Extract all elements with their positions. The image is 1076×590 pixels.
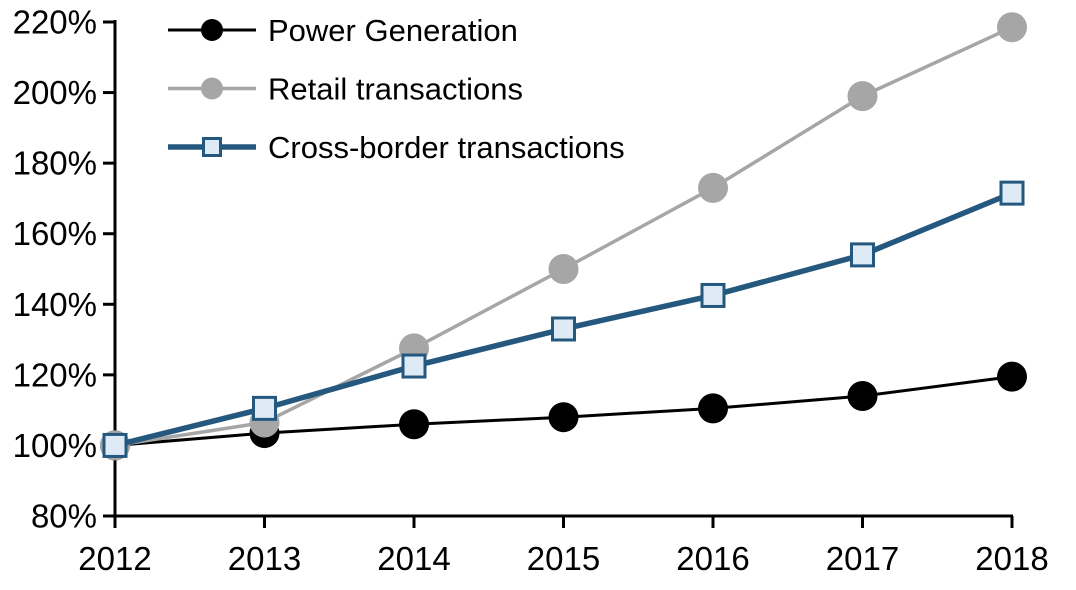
x-axis-tick-label-2016: 2016 bbox=[676, 540, 749, 577]
data-point-marker bbox=[700, 282, 726, 308]
data-point-marker bbox=[997, 361, 1027, 392]
data-point-marker bbox=[551, 316, 576, 342]
series-power-generation bbox=[100, 361, 1027, 461]
x-axis-tick-label-2018: 2018 bbox=[975, 540, 1048, 577]
legend-item-retail-transactions: Retail transactions bbox=[168, 72, 523, 107]
legend-label: Cross-border transactions bbox=[268, 130, 625, 165]
data-point-marker bbox=[201, 77, 223, 100]
y-axis-tick-label-220: 220% bbox=[13, 4, 97, 41]
data-point-marker bbox=[997, 12, 1027, 43]
legend-label: Retail transactions bbox=[268, 72, 523, 107]
data-point-marker bbox=[698, 393, 728, 424]
data-point-marker bbox=[399, 409, 429, 440]
y-axis-tick-label-140: 140% bbox=[13, 286, 97, 323]
data-point-marker bbox=[252, 395, 277, 421]
data-point-marker bbox=[548, 254, 579, 284]
x-axis-tick-label-2017: 2017 bbox=[826, 540, 899, 577]
legend-label: Power Generation bbox=[268, 13, 518, 48]
data-point-marker bbox=[999, 180, 1025, 206]
legend: Power Generation Retail transactions Cross… bbox=[168, 13, 625, 165]
data-point-marker bbox=[847, 81, 878, 112]
data-point-marker bbox=[850, 242, 875, 268]
x-axis-tick-label-2014: 2014 bbox=[377, 540, 450, 577]
y-axis-tick-label-160: 160% bbox=[13, 215, 97, 252]
data-point-marker bbox=[401, 353, 427, 379]
x-axis-tick-label-2013: 2013 bbox=[228, 540, 301, 577]
y-axis-tick-label-200: 200% bbox=[13, 74, 97, 111]
y-axis-tick-label-120: 120% bbox=[13, 356, 97, 393]
data-point-marker bbox=[548, 402, 579, 433]
series-cross-border-transactions bbox=[102, 180, 1025, 458]
y-axis-tick-label-180: 180% bbox=[13, 145, 97, 182]
data-point-marker bbox=[201, 19, 223, 41]
data-point-marker bbox=[202, 137, 222, 157]
x-axis-tick-label-2012: 2012 bbox=[78, 540, 151, 577]
y-axis-tick-label-80: 80% bbox=[31, 498, 97, 535]
data-point-marker bbox=[847, 381, 878, 412]
legend-item-power-generation: Power Generation bbox=[168, 13, 518, 48]
x-axis-tick-label-2015: 2015 bbox=[527, 540, 600, 577]
data-point-marker bbox=[698, 172, 728, 203]
data-point-marker bbox=[102, 432, 128, 458]
legend-item-cross-border-transactions: Cross-border transactions bbox=[168, 130, 625, 165]
y-axis-tick-label-100: 100% bbox=[13, 427, 97, 464]
